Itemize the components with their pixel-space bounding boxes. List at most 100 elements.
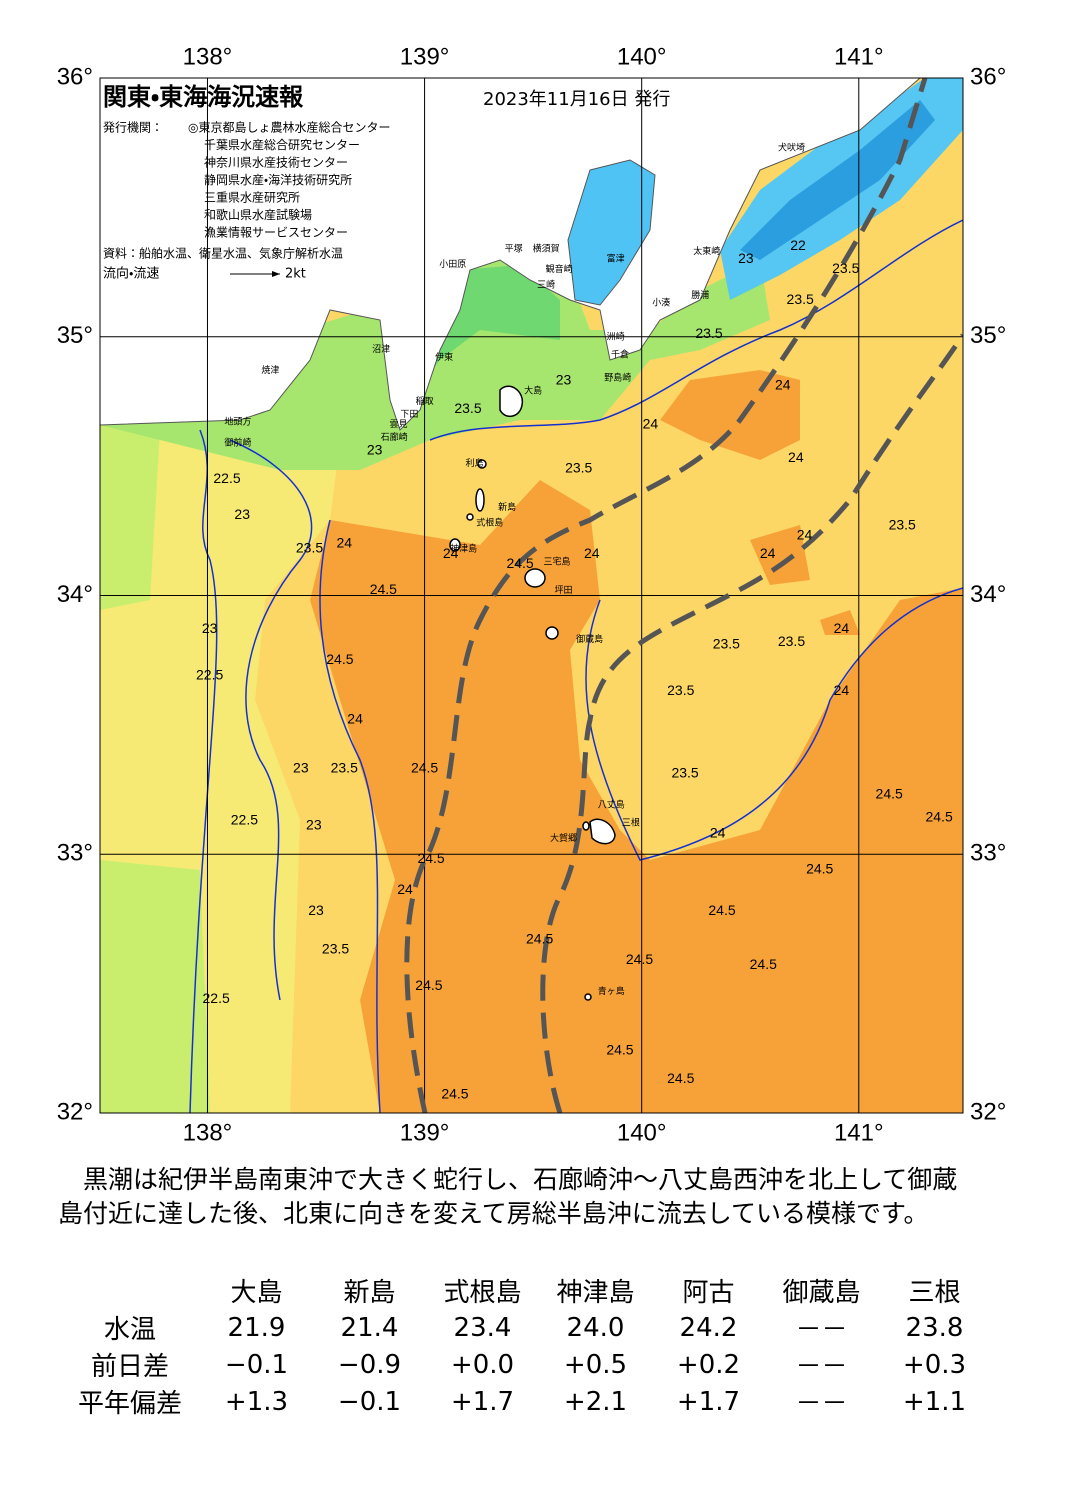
lon-label-bottom: 141° <box>834 1119 884 1146</box>
place-label: 勝浦 <box>691 289 709 301</box>
column-header: 式根島 <box>443 1278 522 1308</box>
place-label: 伊東 <box>435 351 453 363</box>
cell: 21.9 <box>227 1312 286 1343</box>
contour-label: 24 <box>347 710 363 726</box>
place-label: 青ヶ島 <box>598 985 625 997</box>
cell: −0.9 <box>337 1349 402 1380</box>
contour-label: 24 <box>788 449 804 465</box>
map-frame <box>99 77 964 1114</box>
lon-label-top: 139° <box>400 43 450 70</box>
contour-label: 22.5 <box>203 990 230 1006</box>
island <box>584 993 592 1001</box>
lat-label-left: 34° <box>57 581 93 608</box>
land <box>100 78 921 431</box>
place-label: 小田原 <box>439 259 466 270</box>
data-row: 水温 21.9 21.4 23.4 24.0 24.2 －－ 23.8 <box>60 1309 991 1346</box>
contour-label: 24 <box>710 824 726 840</box>
cell: 23.8 <box>905 1312 964 1343</box>
contour-label: 24.5 <box>417 850 444 866</box>
contour-label: 23 <box>738 250 754 266</box>
island <box>589 818 616 845</box>
contour-label: 24.5 <box>606 1042 633 1058</box>
cell: 24.0 <box>566 1312 625 1343</box>
place-label: 三根 <box>622 817 640 829</box>
contour-label: 24 <box>775 377 791 393</box>
column-header: 神津島 <box>556 1278 635 1308</box>
data-row: 前日差 −0.1 −0.9 +0.0 +0.5 +0.2 －－ +0.3 <box>60 1346 991 1383</box>
contour-label: 24 <box>643 415 659 431</box>
place-label: 坪田 <box>555 585 573 596</box>
place-label: 犬吠埼 <box>778 141 805 153</box>
contour-label: 23.5 <box>787 291 814 307</box>
lon-label-bottom: 140° <box>617 1119 667 1146</box>
column-header: 新島 <box>343 1278 396 1308</box>
issuer: 千葉県水産総合研究センター <box>204 137 360 152</box>
contour-label: 23.5 <box>565 459 592 475</box>
contour-label: 23.5 <box>671 765 698 781</box>
issuer: 神奈川県水産技術センター <box>204 155 348 170</box>
contour-label: 24 <box>443 545 459 561</box>
island <box>524 568 546 588</box>
place-label: 稲取 <box>416 395 434 407</box>
header-row: 大島 新島 式根島 神津島 阿古 御蔵島 三根 <box>60 1272 991 1309</box>
issuers: ◎東京都島しょ農林水産総合センター千葉県水産総合研究センター神奈川県水産技術セン… <box>188 120 390 240</box>
lat-label-right: 32° <box>970 1098 1006 1125</box>
place-label: 洲崎 <box>607 330 625 342</box>
contour-label: 24.5 <box>441 1086 468 1102</box>
contour-label: 24.5 <box>626 951 653 967</box>
cell: 24.2 <box>679 1312 738 1343</box>
row-label: 前日差 <box>90 1352 169 1382</box>
place-label: 利島 <box>466 457 484 469</box>
axes: 138° 138° 139° 139° 140° 140° 141° 141° 36° 36° 35… <box>57 43 1007 1146</box>
cell: −0.1 <box>337 1386 402 1417</box>
contour-label: 24 <box>397 881 413 897</box>
contour-label: 23.5 <box>454 400 481 416</box>
column-header: 阿古 <box>682 1278 735 1308</box>
island <box>582 821 590 831</box>
flow-arrow-head <box>272 271 280 277</box>
place-label: 焼津 <box>261 365 279 376</box>
isotherm <box>229 439 313 1001</box>
cell: －－ <box>795 1315 848 1345</box>
sea-cooler <box>100 425 210 1113</box>
lat-label-right: 33° <box>970 840 1006 867</box>
isotherm <box>429 219 963 441</box>
contour-label: 23 <box>293 760 309 776</box>
contour-label: 24.5 <box>370 581 397 597</box>
contour-label: 23 <box>202 620 218 636</box>
issuer-label: 発行機関： <box>103 121 163 135</box>
contour-label: 24 <box>834 682 850 698</box>
contour-label: 24.5 <box>526 930 553 946</box>
contour-label: 24.5 <box>411 760 438 776</box>
contour-label: 22.5 <box>196 666 223 682</box>
column-header: 大島 <box>230 1278 283 1308</box>
contour-label: 24.5 <box>806 860 833 876</box>
lat-label-left: 35° <box>57 322 93 349</box>
contour-label: 24.5 <box>506 555 533 571</box>
place-label: 富津 <box>607 253 625 265</box>
contour-label: 24.5 <box>667 1070 694 1086</box>
place-label: 石廊崎 <box>381 431 408 443</box>
lat-label-left: 36° <box>57 63 93 90</box>
graticule <box>100 78 963 1113</box>
place-label: 雲見 <box>390 419 408 430</box>
source: 資料：船舶水温、衛星水温、気象庁解析水温 <box>103 246 343 261</box>
row-label: 水温 <box>103 1315 156 1345</box>
cell: +0.5 <box>563 1349 628 1380</box>
lon-label-top: 140° <box>617 43 667 70</box>
lat-label-right: 35° <box>970 322 1006 349</box>
cell: +0.0 <box>450 1349 515 1380</box>
contour-label: 24 <box>797 527 813 543</box>
contour-label: 22.5 <box>231 811 258 827</box>
place-label: 千倉 <box>611 349 629 360</box>
corner-cell <box>60 1272 200 1309</box>
island <box>475 488 485 512</box>
island <box>466 513 474 521</box>
contour-label: 24 <box>760 545 776 561</box>
contour-label: 23.5 <box>713 635 740 651</box>
islands <box>449 385 616 1001</box>
lat-label-left: 32° <box>57 1098 93 1125</box>
place-label: 大島 <box>524 385 542 397</box>
